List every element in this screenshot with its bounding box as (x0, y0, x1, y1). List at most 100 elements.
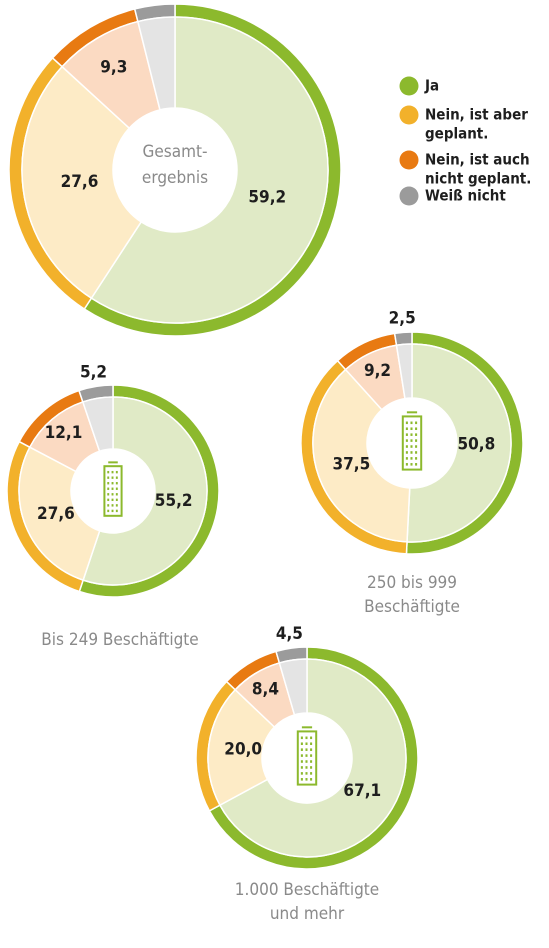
window (300, 766, 303, 769)
window (115, 487, 118, 490)
window (115, 493, 118, 496)
window (305, 748, 308, 751)
window (415, 439, 418, 442)
window (410, 439, 413, 442)
window (115, 509, 118, 513)
window (305, 778, 308, 781)
building (103, 465, 123, 517)
window (111, 470, 114, 474)
window (415, 451, 418, 454)
building (296, 730, 318, 786)
value-label: 50,8 (457, 435, 495, 455)
window (111, 487, 114, 490)
window (107, 470, 110, 474)
value-label: 55,2 (155, 491, 193, 511)
legend-swatch (399, 105, 419, 125)
window (115, 504, 118, 507)
window (405, 457, 408, 460)
legend-label: nicht geplant. (425, 170, 531, 188)
legend-label: geplant. (425, 125, 488, 143)
window (111, 509, 114, 513)
window (305, 772, 308, 775)
window (300, 742, 303, 746)
window (300, 748, 303, 751)
value-label: 9,3 (100, 57, 127, 77)
building (401, 415, 423, 471)
window (310, 760, 313, 763)
window (405, 445, 408, 448)
window (111, 476, 114, 479)
window (111, 493, 114, 496)
building-icon (103, 461, 123, 517)
window (111, 504, 114, 507)
building-icon (296, 726, 318, 786)
window (305, 742, 308, 746)
donut-hole (71, 449, 155, 533)
window (405, 451, 408, 454)
window (305, 766, 308, 769)
legend-label: Ja (424, 77, 439, 95)
window (410, 445, 413, 448)
window (107, 487, 110, 490)
chart-title: 250 bis 999 (367, 573, 457, 593)
window (107, 509, 110, 513)
window (115, 470, 118, 474)
window (310, 736, 313, 740)
chart-title: ergebnis (142, 168, 208, 188)
window (415, 457, 418, 460)
legend-label: Weiß nicht (425, 187, 506, 205)
value-label: 12,1 (45, 423, 83, 443)
window (415, 427, 418, 431)
window (410, 421, 413, 425)
chart-title: 1.000 Beschäftigte (235, 880, 379, 900)
window (405, 427, 408, 431)
window (300, 736, 303, 740)
value-label: 2,5 (389, 308, 416, 328)
window (310, 748, 313, 751)
window (415, 445, 418, 448)
value-label: 20,0 (224, 740, 262, 760)
window (310, 778, 313, 781)
window (405, 433, 408, 436)
value-label: 37,5 (332, 455, 370, 475)
window (405, 463, 408, 466)
donut-hole (113, 108, 237, 232)
value-label: 9,2 (364, 361, 391, 381)
window (310, 754, 313, 757)
window (111, 482, 114, 485)
chart-title: Gesamt- (142, 142, 207, 162)
legend-swatch (399, 150, 419, 170)
value-label: 27,6 (37, 504, 75, 524)
legend-label: Nein, ist aber (425, 106, 528, 124)
window (107, 493, 110, 496)
window (115, 476, 118, 479)
window (300, 760, 303, 763)
window (410, 463, 413, 466)
window (415, 433, 418, 436)
window (107, 476, 110, 479)
window (107, 498, 110, 502)
window (405, 439, 408, 442)
window (305, 736, 308, 740)
window (115, 482, 118, 485)
building-icon (401, 411, 423, 471)
value-label: 5,2 (80, 363, 107, 383)
chart-title: und mehr (270, 904, 345, 924)
window (111, 498, 114, 502)
window (300, 754, 303, 757)
window (305, 754, 308, 757)
value-label: 4,5 (276, 624, 303, 644)
window (405, 421, 408, 425)
window (300, 778, 303, 781)
window (305, 760, 308, 763)
value-label: 8,4 (252, 680, 279, 700)
value-label: 27,6 (61, 172, 99, 192)
window (410, 457, 413, 460)
window (415, 421, 418, 425)
chart-title: Bis 249 Beschäftigte (41, 630, 198, 650)
value-label: 3,9 (139, 0, 166, 1)
chart-title: Beschäftigte (364, 597, 460, 617)
window (415, 463, 418, 466)
window (107, 504, 110, 507)
